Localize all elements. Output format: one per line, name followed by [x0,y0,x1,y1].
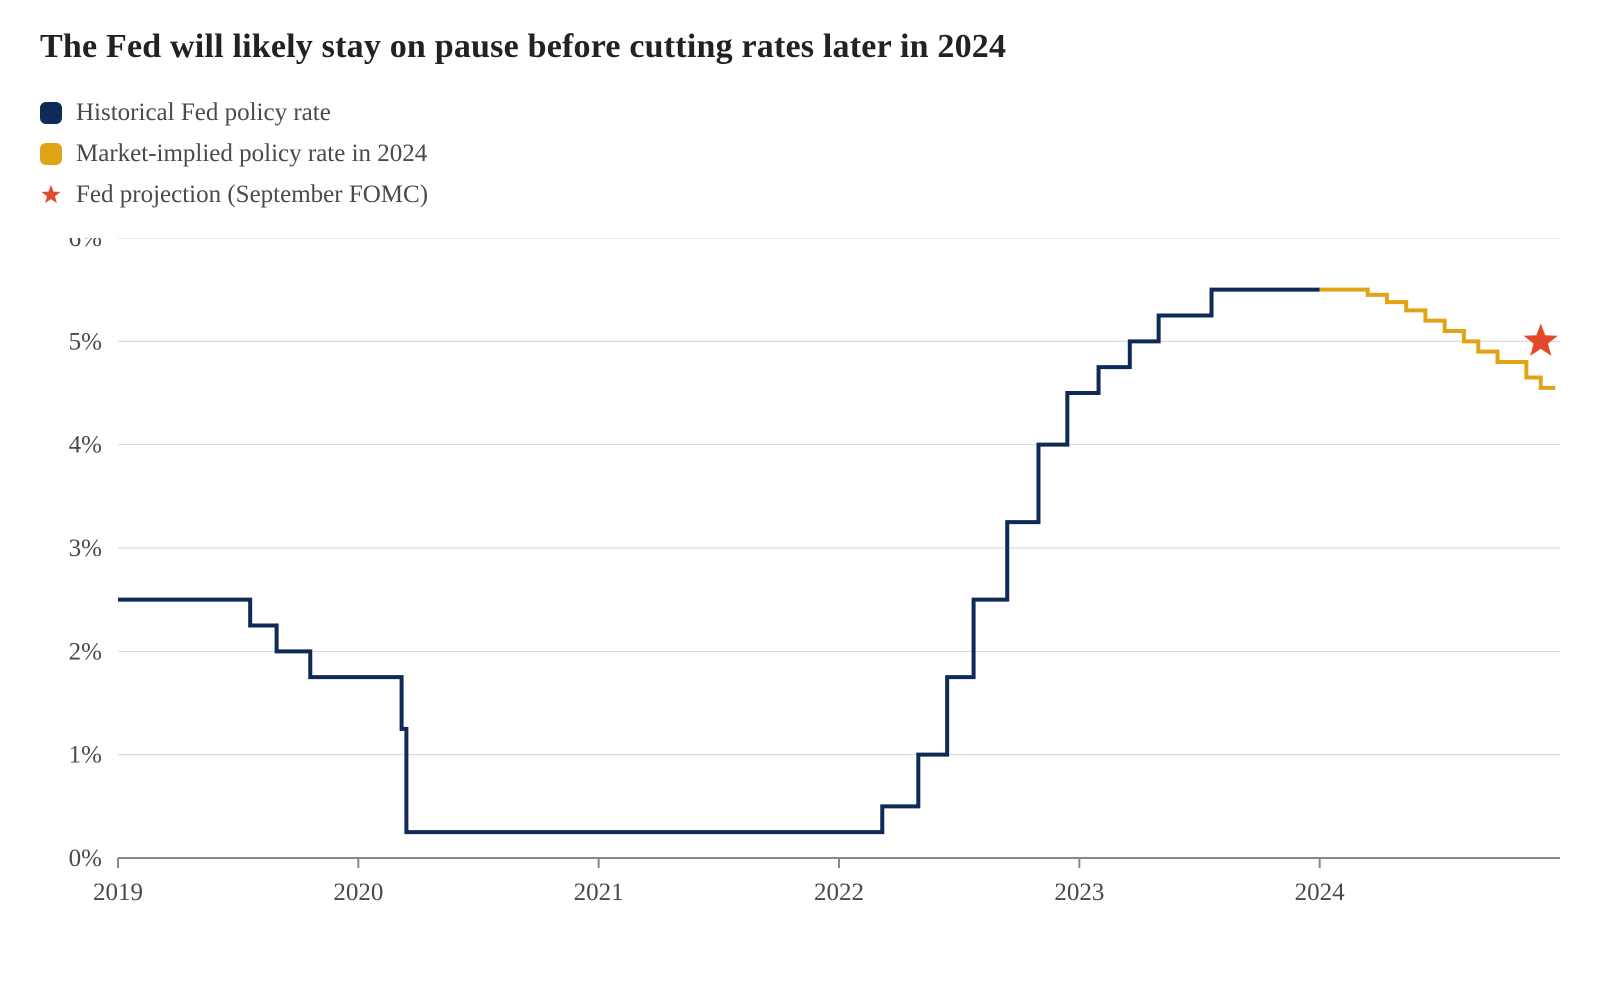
x-tick-label: 2021 [574,879,624,906]
legend-label-implied: Market-implied policy rate in 2024 [76,135,427,174]
legend-item-implied: Market-implied policy rate in 2024 [40,135,1560,174]
series-implied-line [1320,290,1556,388]
legend-swatch-projection-star [40,184,62,206]
series-historical-line [118,290,1320,833]
x-tick-label: 2022 [814,879,864,906]
y-tick-label: 2% [69,639,102,666]
y-axis: 0% 1% 2% 3% 4% 5% 6% [69,238,102,872]
x-tick-label: 2019 [93,879,143,906]
legend-label-projection: Fed projection (September FOMC) [76,176,428,215]
y-tick-label: 0% [69,845,102,872]
y-tick-label: 5% [69,329,102,356]
chart-title: The Fed will likely stay on pause before… [40,28,1560,66]
chart-area: 0% 1% 2% 3% 4% 5% 6% 2019 2020 2021 2022 2023 2024 [40,238,1560,938]
legend-item-historical: Historical Fed policy rate [40,94,1560,133]
y-tick-label: 6% [69,238,102,252]
legend-label-historical: Historical Fed policy rate [76,94,331,133]
legend: Historical Fed policy rate Market-implie… [40,94,1560,214]
x-tick-label: 2023 [1054,879,1104,906]
legend-swatch-historical [40,102,62,124]
x-tick-label: 2020 [333,879,383,906]
legend-swatch-implied [40,143,62,165]
y-tick-label: 4% [69,432,102,459]
gridlines [118,238,1560,858]
x-axis: 2019 2020 2021 2022 2023 2024 [93,858,1345,906]
chart-svg: 0% 1% 2% 3% 4% 5% 6% 2019 2020 2021 2022 2023 2024 [40,238,1560,938]
y-tick-label: 1% [69,742,102,769]
y-tick-label: 3% [69,535,102,562]
projection-star-marker [1524,324,1558,357]
legend-item-projection: Fed projection (September FOMC) [40,176,1560,215]
x-tick-label: 2024 [1295,879,1346,906]
